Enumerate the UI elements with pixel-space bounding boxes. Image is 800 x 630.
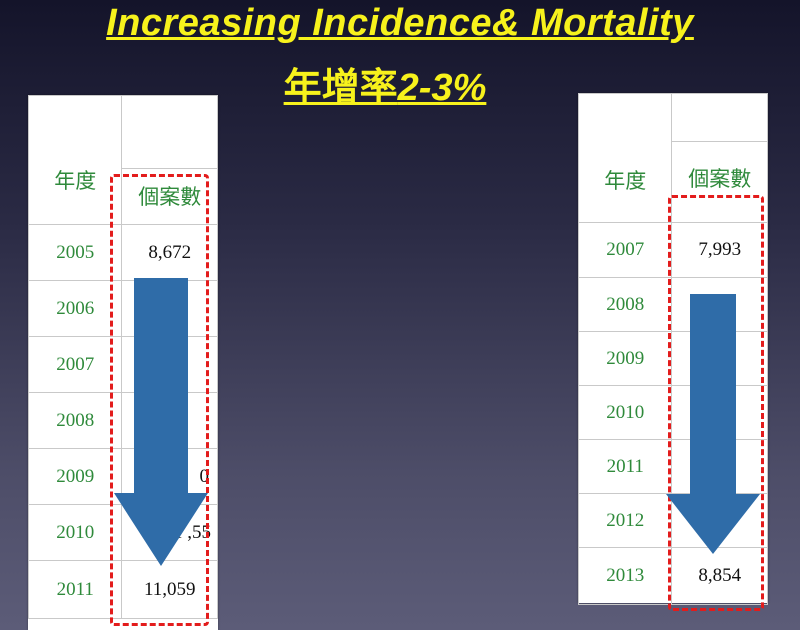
header-cases: 個案數 (688, 167, 752, 192)
header-blank-cell (671, 92, 768, 143)
row-year: 2007 (577, 222, 673, 278)
arrow-down-icon (666, 294, 760, 554)
row-year: 2009 (27, 448, 123, 505)
table-header-row: 個案數 (579, 141, 768, 223)
row-year: 2007 (27, 336, 123, 393)
table-row: 2013 8,854 (577, 547, 768, 605)
row-value: 11,059 (121, 560, 218, 619)
header-cases-cell: 個案數 (121, 167, 218, 226)
right-arrow-shape (666, 294, 760, 554)
table-row: 2007 7,993 (577, 222, 768, 278)
table-header-spacer: 年度 (27, 95, 218, 225)
row-year: 2011 (27, 560, 123, 619)
right-highlight-box (668, 195, 764, 611)
row-year: 2010 (27, 504, 123, 561)
slide-subtitle: 年增率2-3% (0, 56, 770, 111)
slide-title: Increasing Incidence& Mortality (106, 2, 694, 44)
row-year: 2008 (577, 277, 673, 332)
row-year: 2009 (577, 331, 673, 386)
row-year: 2005 (27, 224, 123, 281)
subtitle-rate: 2-3% (397, 67, 487, 109)
header-cases: 個案數 (138, 185, 202, 210)
table-row: 2011 11,059 (27, 560, 218, 619)
row-value: 8,854 (671, 547, 768, 605)
row-year: 2008 (27, 392, 123, 449)
subtitle-cjk: 年增率 (283, 67, 398, 109)
left-arrow-shape (114, 278, 208, 566)
row-year: 2010 (577, 385, 673, 440)
row-year: 2006 (27, 280, 123, 337)
row-year: 2012 (577, 493, 673, 548)
row-value: 7,993 (671, 222, 768, 278)
row-year: 2013 (577, 547, 673, 605)
header-year-cell: 年度 (577, 93, 673, 223)
header-year: 年度 (54, 169, 97, 193)
table-header-spacer: 年度 (577, 92, 768, 223)
row-value: 8,672 (121, 224, 218, 281)
header-year: 年度 (604, 169, 647, 193)
arrow-down-icon (114, 278, 208, 566)
row-year: 2011 (577, 439, 673, 494)
table-header-row: 個案數 (29, 167, 218, 226)
header-cases-cell: 個案數 (671, 141, 768, 223)
header-year-cell: 年度 (27, 95, 123, 225)
header-blank-cell (121, 95, 218, 169)
left-highlight-box (110, 174, 209, 626)
